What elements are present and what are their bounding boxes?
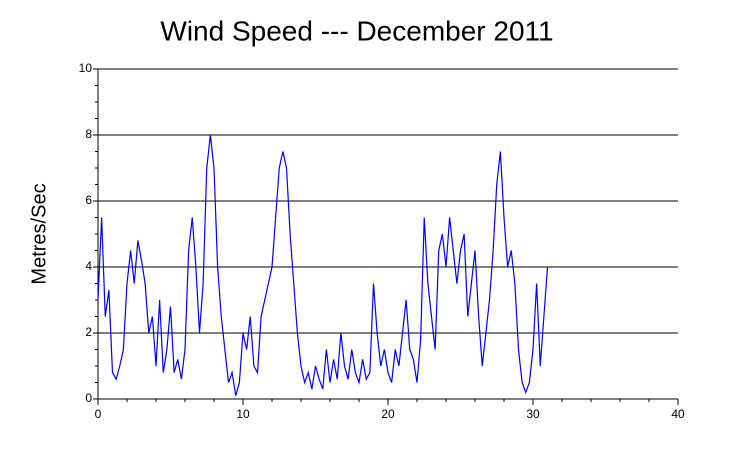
data-line <box>97 134 549 396</box>
y-tick-label: 4 <box>85 259 92 273</box>
y-tick-label: 0 <box>85 391 92 405</box>
y-axis-label: Metres/Sec <box>28 183 50 284</box>
x-tick-label: 20 <box>381 407 395 421</box>
y-tick-label: 2 <box>85 325 92 339</box>
y-tick-label: 8 <box>85 127 92 141</box>
y-tick-label: 10 <box>79 61 93 75</box>
x-tick-label: 30 <box>526 407 540 421</box>
y-tick-label: 6 <box>85 193 92 207</box>
x-tick-label: 40 <box>671 407 685 421</box>
x-tick-label: 10 <box>236 407 250 421</box>
x-tick-label: 0 <box>95 407 102 421</box>
chart-title: Wind Speed --- December 2011 <box>160 15 553 46</box>
